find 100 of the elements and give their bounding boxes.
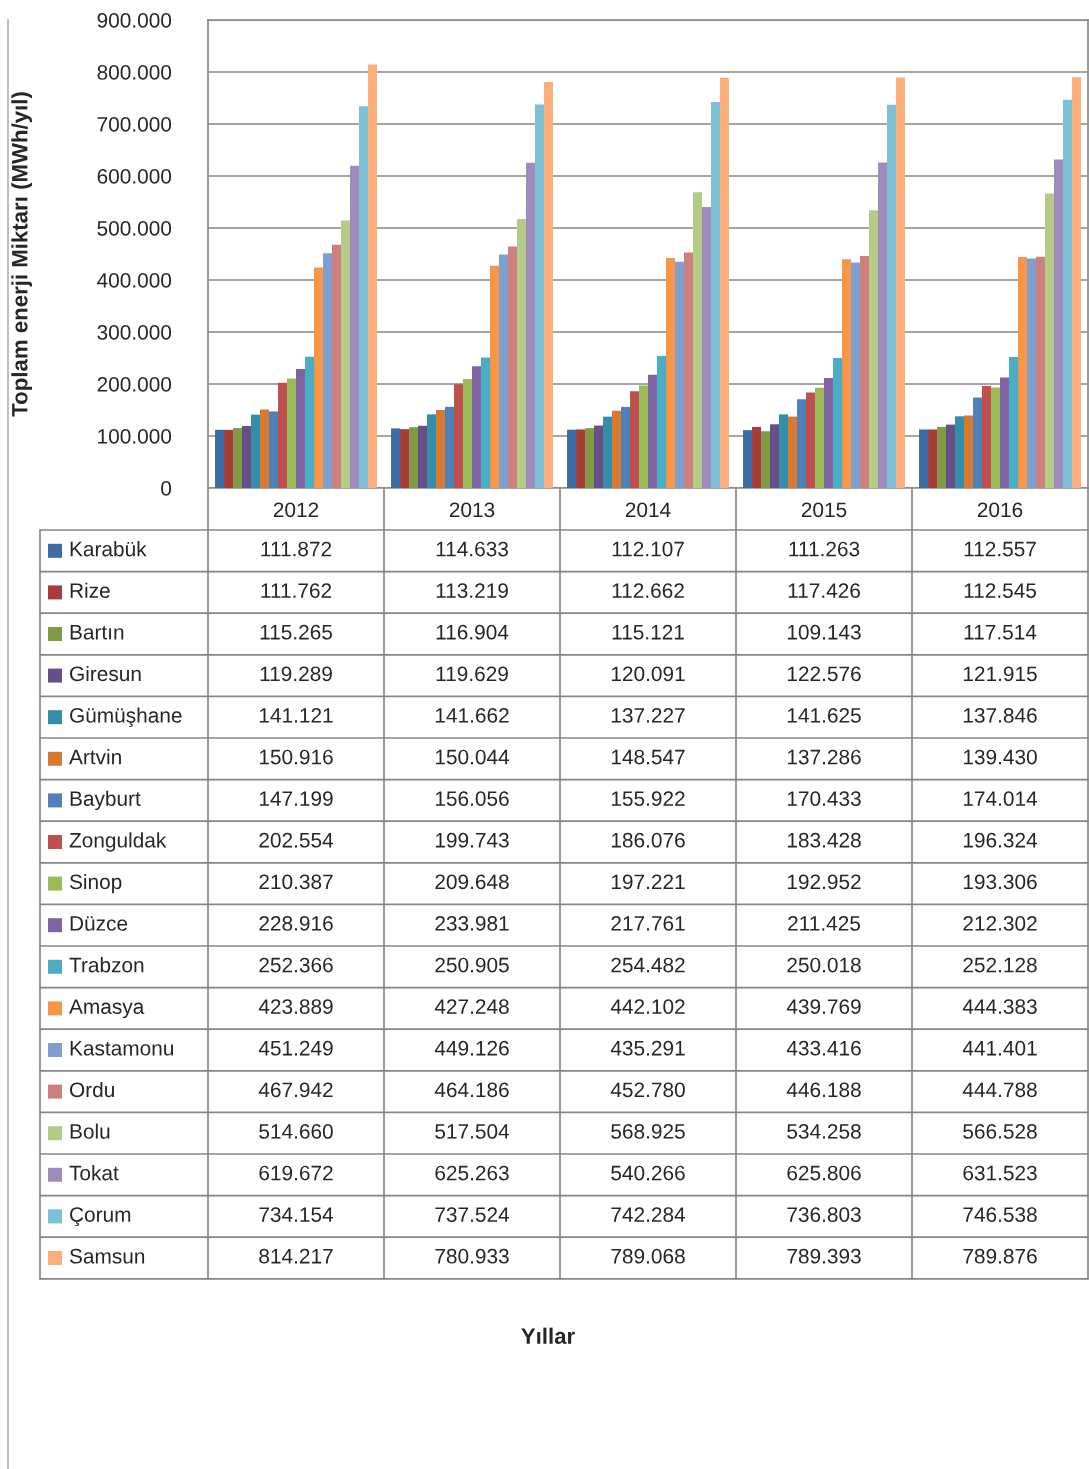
data-label: 444.383 [962, 999, 1037, 1014]
data-label: 192.952 [787, 874, 861, 890]
bar [409, 427, 419, 488]
data-label: 210.387 [259, 874, 333, 890]
bar [850, 262, 860, 488]
bar [322, 253, 332, 488]
data-label: 451.249 [258, 1040, 333, 1056]
legend-label: Zonguldak [69, 832, 167, 852]
bar [1017, 256, 1027, 488]
bar [710, 102, 720, 488]
data-label: 211.425 [788, 916, 861, 931]
data-label: 112.557 [964, 541, 1036, 557]
data-label: 423.889 [258, 999, 333, 1014]
data-label: 446.188 [786, 1082, 861, 1098]
data-label: 625.806 [787, 1165, 861, 1181]
bar [973, 397, 983, 488]
data-label: 737.524 [435, 1207, 510, 1222]
bar [964, 415, 974, 488]
data-label: 427.248 [434, 999, 509, 1014]
data-label: 137.227 [611, 708, 685, 723]
y-tick-label: 0 [161, 481, 172, 496]
legend-label: Bolu [70, 1123, 110, 1139]
data-label: 212.302 [963, 916, 1037, 931]
bar [260, 409, 270, 488]
legend-label: Trabzon [69, 957, 144, 973]
data-label: 116.904 [436, 624, 509, 640]
data-label: 250.018 [787, 957, 861, 973]
legend-label: Gümüşhane [70, 707, 182, 727]
bar [928, 429, 938, 488]
data-label: 115.121 [612, 624, 684, 640]
legend-label: Çorum [70, 1207, 131, 1227]
bar [349, 165, 359, 488]
data-label: 147.199 [259, 791, 333, 806]
bar [1044, 193, 1054, 488]
data-label: 631.523 [963, 1165, 1037, 1181]
data-label: 250.905 [435, 957, 509, 973]
data-label: 137.846 [963, 708, 1037, 723]
data-label: 228.916 [259, 916, 333, 931]
x-tick-label: 2016 [977, 502, 1023, 518]
bar [886, 104, 896, 488]
data-label: 433.416 [786, 1040, 861, 1056]
bar [534, 104, 544, 488]
bar [743, 430, 753, 488]
data-label: 202.554 [259, 832, 334, 848]
y-axis-title: Toplam enerji Miktarı (MWh/yıl) [11, 92, 32, 417]
data-label: 155.922 [611, 791, 685, 806]
y-tick-label: 800.000 [97, 65, 172, 80]
data-label: 254.482 [611, 957, 685, 973]
data-label: 252.366 [259, 957, 333, 973]
data-label: 625.263 [435, 1165, 509, 1181]
bar [1000, 377, 1009, 488]
legend-label: Ordu [69, 1081, 114, 1098]
bar [400, 429, 410, 488]
legend-label: Bayburt [70, 790, 141, 811]
bar [648, 374, 657, 488]
bar [367, 64, 377, 488]
legend-label: Bartın [70, 625, 124, 640]
data-label: 233.981 [435, 916, 509, 931]
bar [594, 425, 604, 488]
bar [278, 382, 287, 488]
bar [657, 355, 666, 488]
data-label: 199.743 [435, 832, 509, 848]
bar [543, 81, 553, 488]
bar [418, 425, 428, 488]
bar [770, 424, 780, 488]
data-label: 112.107 [612, 541, 684, 557]
bar [269, 411, 279, 488]
data-label: 568.925 [611, 1124, 685, 1139]
bar [630, 391, 639, 488]
bar [498, 254, 508, 488]
bar [701, 207, 711, 488]
bar [833, 357, 842, 488]
bar [489, 265, 499, 488]
data-label: 148.547 [611, 749, 685, 765]
data-label: 174.014 [963, 791, 1038, 806]
data-label: 156.056 [435, 791, 509, 806]
bar [1071, 77, 1081, 488]
data-label: 439.769 [786, 999, 861, 1014]
bar [251, 414, 261, 488]
bar [937, 426, 947, 488]
bar [719, 77, 729, 488]
y-tick-label: 500.000 [97, 221, 172, 236]
data-label: 122.576 [787, 666, 861, 682]
data-label: 186.076 [611, 832, 685, 848]
legend-label: Düzce [70, 916, 128, 931]
bar [391, 428, 401, 488]
bar [692, 192, 702, 488]
bar [946, 424, 956, 488]
bar [516, 218, 526, 488]
legend-label: Kastamonu [70, 1041, 173, 1056]
bar [868, 210, 878, 488]
bar [242, 425, 252, 488]
data-label: 121.915 [963, 666, 1037, 682]
bar [683, 252, 693, 488]
data-label: 789.876 [963, 1248, 1037, 1264]
data-label: 736.803 [787, 1207, 861, 1222]
bar [1026, 258, 1036, 488]
legend-label: Tokat [69, 1165, 119, 1181]
data-label: 814.217 [259, 1248, 333, 1264]
data-label: 117.426 [788, 583, 860, 598]
